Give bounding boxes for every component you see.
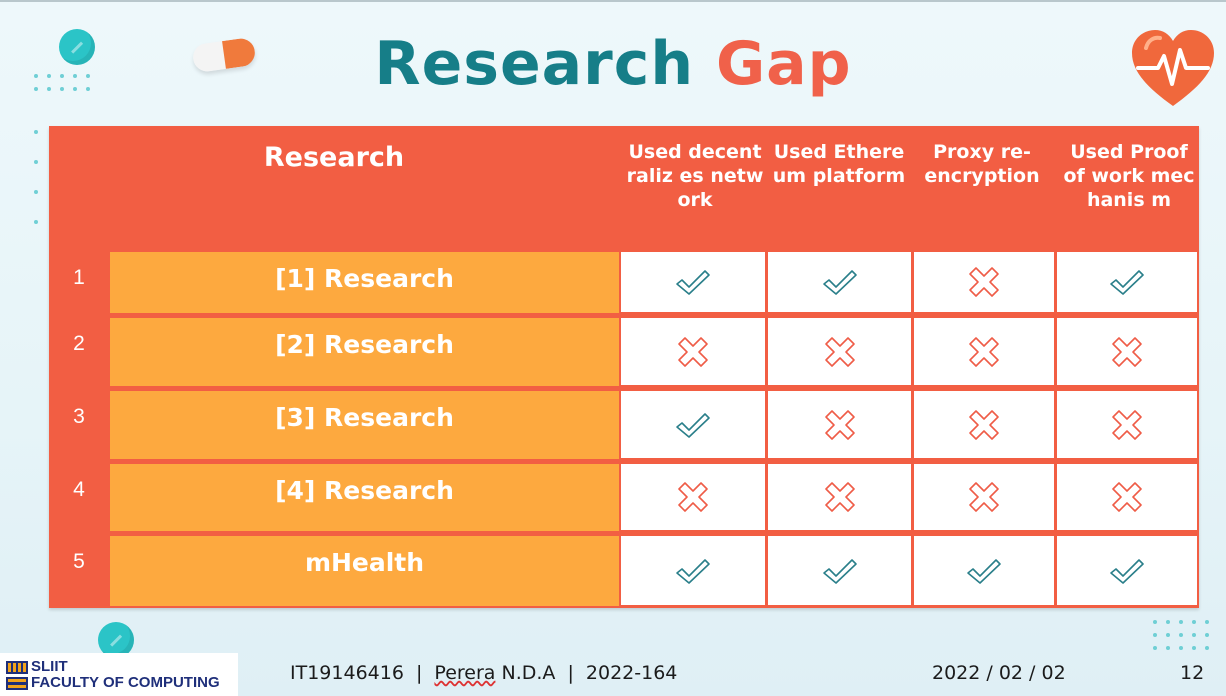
- cross-icon: [1057, 318, 1197, 385]
- check-icon: [768, 536, 911, 605]
- logo-line2: FACULTY OF COMPUTING: [31, 674, 220, 691]
- header-decentralized-network: Used decentraliz es network: [626, 141, 764, 211]
- row-label: [1] Research: [110, 252, 619, 313]
- header-proxy-reencryption: Proxy re-encryption: [924, 141, 1040, 187]
- footer-date: 2022 / 02 / 02: [932, 662, 1066, 684]
- cross-icon: [621, 318, 765, 385]
- dot-grid-decoration: [34, 74, 90, 91]
- slide-title: Research Gap: [0, 24, 1226, 104]
- cross-icon: [621, 464, 765, 530]
- check-icon: [621, 536, 765, 605]
- check-icon: [621, 252, 765, 312]
- sliit-emblem-icon: [6, 660, 28, 674]
- heart-pulse-icon: [1132, 30, 1214, 106]
- cross-icon: [1057, 464, 1197, 530]
- pill-circle-icon-bottom: [98, 622, 134, 658]
- row-label: [4] Research: [110, 464, 619, 531]
- row-number: 1: [73, 266, 85, 289]
- sliit-logo: SLIIT FACULTY OF COMPUTING: [0, 653, 238, 696]
- row-label: [3] Research: [110, 391, 619, 459]
- cross-icon: [914, 464, 1054, 530]
- cross-icon: [768, 464, 911, 530]
- check-icon: [621, 391, 765, 458]
- row-label: mHealth: [110, 536, 619, 606]
- cross-icon: [914, 252, 1054, 312]
- row-number: 4: [73, 478, 85, 501]
- row-number: 2: [73, 332, 85, 355]
- title-word-research: Research: [374, 29, 695, 99]
- cross-icon: [1057, 391, 1197, 458]
- cross-icon: [914, 391, 1054, 458]
- row-number: 5: [73, 550, 85, 573]
- footer-name-underlined: Perera: [434, 662, 496, 684]
- header-ethereum-platform: Used Ethereum platform: [772, 141, 906, 187]
- cross-icon: [768, 391, 911, 458]
- footer-group: 2022-164: [585, 662, 678, 684]
- footer-student-info: IT19146416 | Perera N.D.A | 2022-164: [290, 662, 677, 684]
- title-word-gap: Gap: [715, 29, 852, 99]
- footer-separator-2: |: [567, 662, 574, 684]
- footer-name-rest: N.D.A: [495, 662, 556, 684]
- cross-icon: [914, 318, 1054, 385]
- cross-icon: [768, 318, 911, 385]
- check-icon: [1057, 252, 1197, 312]
- sliit-emblem-icon-lower: [6, 676, 28, 690]
- check-icon: [914, 536, 1054, 605]
- header-research: Research: [263, 142, 405, 173]
- footer-student-id: IT19146416: [290, 662, 404, 684]
- logo-line1: SLIIT: [31, 658, 68, 675]
- header-proof-of-work: Used Proof of work mechanis m: [1063, 141, 1195, 211]
- top-border: [0, 0, 1226, 2]
- dot-grid-decoration-left: [34, 130, 38, 224]
- page-number: 12: [1180, 662, 1205, 684]
- check-icon: [1057, 536, 1197, 605]
- pill-circle-icon: [59, 29, 95, 65]
- dot-grid-decoration-right: [1153, 620, 1209, 650]
- row-number: 3: [73, 405, 85, 428]
- row-label: [2] Research: [110, 318, 619, 386]
- research-gap-table: Research Used decentraliz es network Use…: [49, 126, 1199, 608]
- check-icon: [768, 252, 911, 312]
- footer-separator: |: [415, 662, 423, 684]
